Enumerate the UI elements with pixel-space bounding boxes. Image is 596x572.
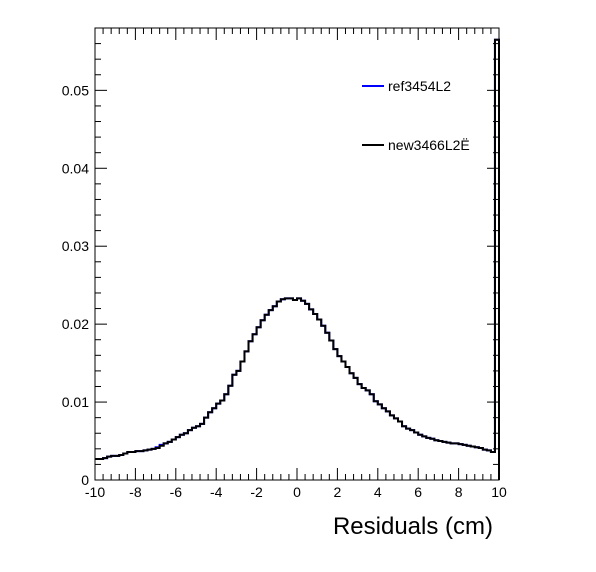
x-tick-label: -4 [210, 484, 223, 500]
y-tick-labels: 0 0.01 0.02 0.03 0.04 0.05 [62, 82, 89, 488]
x-tick-label: -8 [129, 484, 142, 500]
x-tick-label: 0 [293, 484, 301, 500]
x-tick-label: -10 [85, 484, 105, 500]
legend-label-new: new3466L2Ë [388, 137, 470, 153]
legend-label-ref: ref3454L2 [388, 78, 451, 94]
x-tick-label: 2 [334, 484, 342, 500]
y-tick-label: 0.02 [62, 316, 89, 332]
y-tick-label: 0.04 [62, 160, 89, 176]
y-tick-label: 0.03 [62, 238, 89, 254]
legend: ref3454L2 new3466L2Ë [356, 66, 470, 166]
x-tick-labels: -10 -8 -6 -4 -2 0 2 4 6 8 10 [85, 484, 507, 500]
series-line-new [95, 38, 500, 480]
x-tick-label: 8 [455, 484, 463, 500]
x-tick-label: 6 [414, 484, 422, 500]
plot-frame [94, 27, 500, 481]
y-tick-label: 0.05 [62, 82, 89, 98]
x-tick-label: -6 [170, 484, 183, 500]
y-tick-label: 0.01 [62, 394, 89, 410]
x-tick-label: 4 [374, 484, 382, 500]
plot-series [95, 38, 500, 480]
x-axis-title: Residuals (cm) [333, 513, 493, 540]
legend-box [356, 66, 466, 166]
y-tick-label: 0 [81, 472, 89, 488]
x-tick-label: -2 [250, 484, 263, 500]
x-tick-label: 10 [491, 484, 507, 500]
